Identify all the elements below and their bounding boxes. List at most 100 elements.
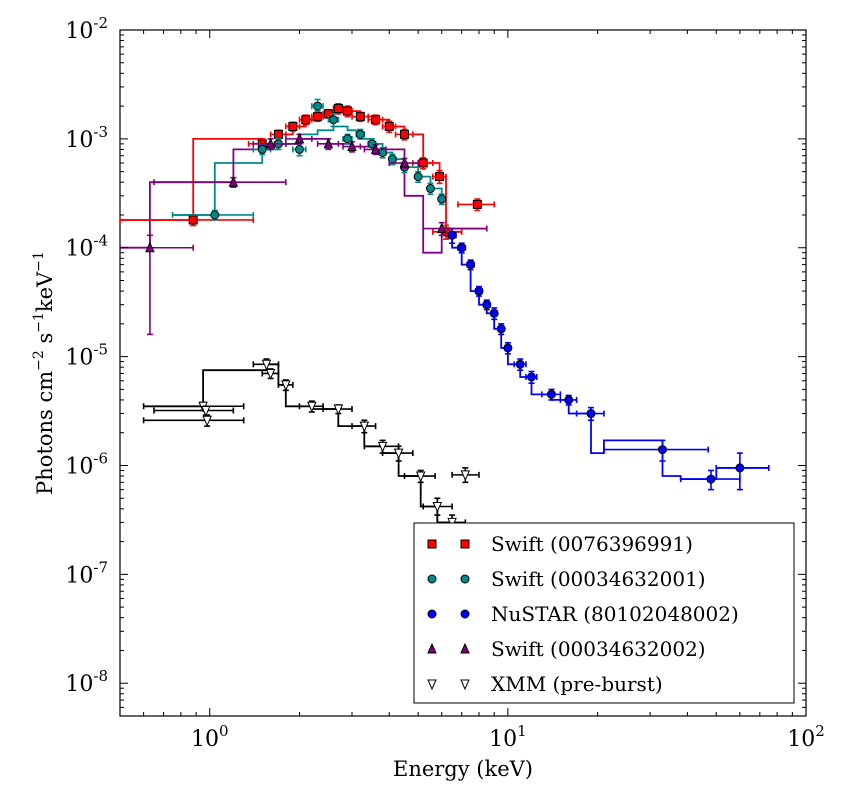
series-4-marker-2 <box>202 415 212 427</box>
series-3-point-0 <box>120 234 194 336</box>
series-2-point-10 <box>541 388 562 401</box>
series-3-point-3 <box>285 132 313 145</box>
series-2-point-4 <box>482 299 492 311</box>
legend-marker-1-a <box>427 574 437 584</box>
series-1-point-0 <box>171 209 255 221</box>
series-3-point-4 <box>316 137 340 151</box>
series-4-point-1 <box>153 405 235 417</box>
series-4-point-10 <box>381 445 414 462</box>
series-0-point-10 <box>367 114 384 126</box>
series-1-marker-6 <box>343 134 353 144</box>
series-0-point-12 <box>394 128 414 141</box>
series-4-point-12 <box>422 497 453 516</box>
series-4-point-5 <box>277 379 294 392</box>
series-0-marker-5 <box>313 112 323 122</box>
series-3-marker-3 <box>294 132 305 144</box>
series-0-point-9 <box>351 111 369 123</box>
series-4-marker-8 <box>359 421 370 433</box>
legend-marker-0-b <box>460 539 470 549</box>
legend: Swift (0076396991) Swift (00034632001) NuS… <box>413 522 795 704</box>
series-1-marker-12 <box>413 172 423 182</box>
series-4-marker-5 <box>281 380 291 392</box>
legend-marker-0-a <box>427 539 437 549</box>
series-2-marker-3 <box>474 286 484 296</box>
y-axis-label-exp3: −1 <box>31 251 47 272</box>
legend-item-4: XMM (pre-burst) <box>427 672 663 696</box>
series-2-point-7 <box>503 341 513 355</box>
series-1-marker-7 <box>355 129 365 139</box>
y-tick-label-6: 10-2 <box>65 14 108 44</box>
series-0-marker-12 <box>399 129 409 139</box>
series-3-marker-8 <box>436 222 447 234</box>
series-3-point-1 <box>153 175 287 188</box>
x-axis-label: Energy (keV) <box>393 757 533 781</box>
series-2-marker-6 <box>496 324 506 334</box>
series-0-point-3 <box>285 121 301 132</box>
series-0-marker-7 <box>333 104 343 114</box>
series-1-marker-8 <box>367 139 377 149</box>
series-1-point-12 <box>413 170 423 183</box>
series-0-point-8 <box>342 105 353 118</box>
series-3-point-2 <box>252 137 287 151</box>
series-1-marker-14 <box>437 194 447 204</box>
series-0-marker-14 <box>435 172 445 182</box>
series-4-point-8 <box>351 419 377 434</box>
series-1-marker-1 <box>257 144 267 154</box>
legend-label-4: XMM (pre-burst) <box>491 672 663 696</box>
legend-marker-3-b <box>460 642 470 654</box>
series-0-marker-0 <box>188 215 198 225</box>
y-axis-label-exp2: −1 <box>31 312 47 333</box>
series-0-point-14 <box>432 169 447 185</box>
series-2-marker-15 <box>735 463 745 473</box>
series-4-marker-3 <box>261 359 272 371</box>
y-axis-label-exp1: −2 <box>31 350 47 371</box>
y-tick-label-0: 10-8 <box>65 667 108 697</box>
series-2-marker-7 <box>503 343 513 353</box>
series-2-point-6 <box>496 323 506 336</box>
series-3-point-5 <box>342 140 362 153</box>
series-2-marker-13 <box>657 445 667 455</box>
series-2-marker-11 <box>564 395 574 405</box>
legend-item-0: Swift (0076396991) <box>427 532 693 556</box>
x-tick-label-1: 101 <box>489 722 527 752</box>
series-4-marker-1 <box>201 405 211 417</box>
series-2-marker-8 <box>515 359 525 369</box>
series-2-marker-1 <box>457 243 467 253</box>
series-3-marker-6 <box>370 143 381 154</box>
series-2-point-9 <box>525 370 538 384</box>
y-tick-label-2: 10-6 <box>65 449 108 479</box>
legend-label-2: NuSTAR (80102048002) <box>491 602 739 626</box>
series-3-marker-4 <box>323 137 334 149</box>
series-4-marker-12 <box>432 502 443 513</box>
series-4-marker-11 <box>415 471 426 483</box>
series-0-marker-8 <box>343 106 353 116</box>
legend-marker-3-a <box>427 642 437 654</box>
legend-item-2: NuSTAR (80102048002) <box>427 602 739 626</box>
y-axis-label-mid: s <box>33 333 57 350</box>
series-3-marker-0 <box>145 241 155 253</box>
series-0-marker-9 <box>355 112 365 122</box>
series-0-point-16 <box>457 198 496 212</box>
y-tick-label-1: 10-7 <box>65 558 108 588</box>
x-tick-label-0: 100 <box>191 722 229 752</box>
series-4-marker-4 <box>265 368 276 380</box>
legend-marker-2-b <box>460 609 470 619</box>
series-0-point-11 <box>381 120 397 134</box>
legend-box <box>413 522 795 704</box>
series-3-point-7 <box>388 156 419 169</box>
y-tick-label-4: 10-4 <box>65 232 108 262</box>
series-0-marker-10 <box>371 115 381 125</box>
series-1-point-4 <box>311 98 324 112</box>
series-1-point-7 <box>355 128 366 140</box>
series-0-marker-2 <box>273 129 283 139</box>
series-4-point-11 <box>403 469 436 484</box>
series-4-marker-10 <box>393 448 404 460</box>
x-axis-ticks: 100 101 102 <box>119 30 825 752</box>
series-1-marker-0 <box>210 210 220 220</box>
series-2-point-3 <box>474 285 484 297</box>
series-2-model-line <box>448 234 769 481</box>
legend-item-1: Swift (00034632001) <box>427 567 706 591</box>
series-0-point-7 <box>332 102 344 115</box>
series-2-point-15 <box>715 452 770 491</box>
series-2-marker-2 <box>466 260 476 270</box>
